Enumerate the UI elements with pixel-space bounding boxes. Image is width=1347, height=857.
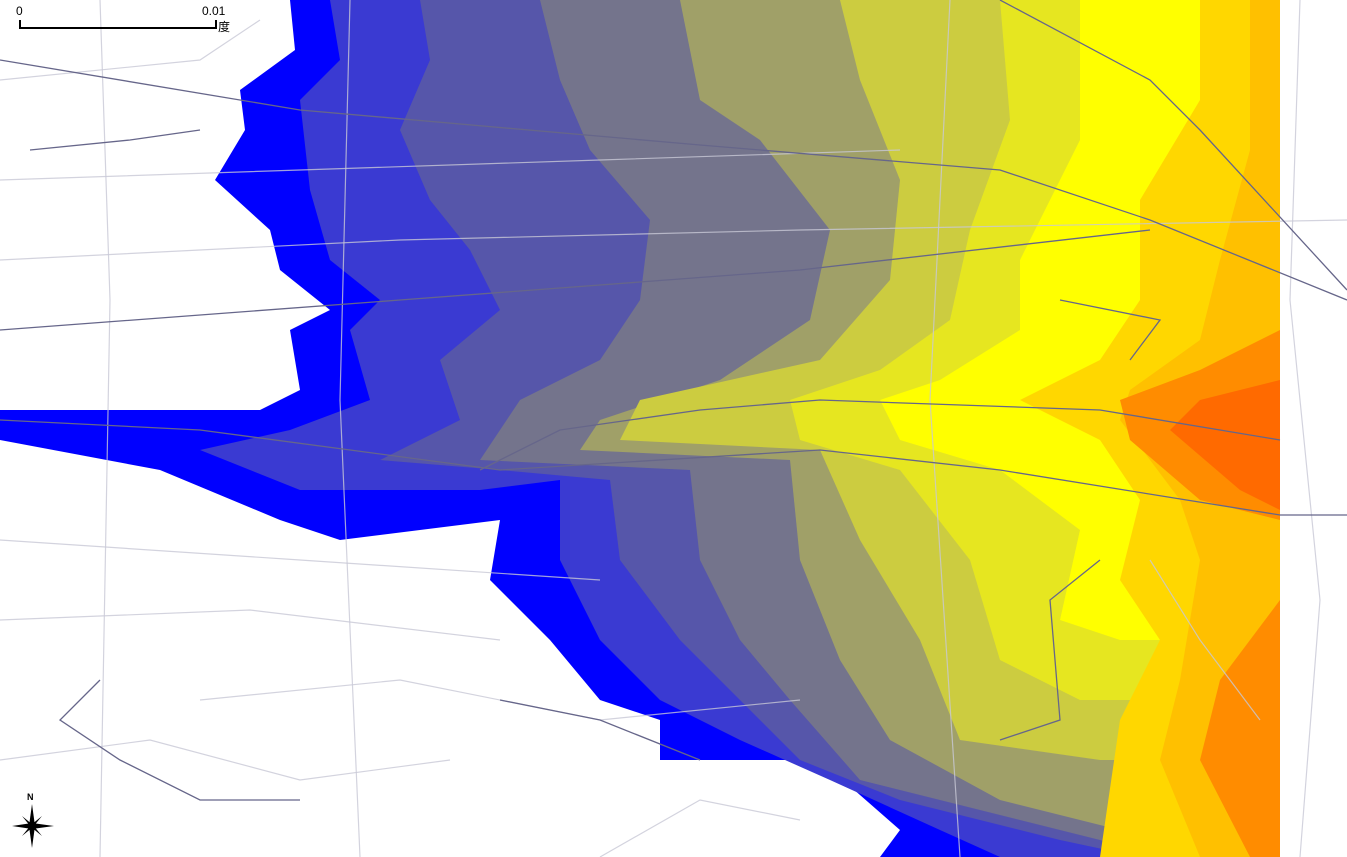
major-road: [29, 129, 201, 151]
raster-layer: [0, 0, 1280, 857]
minor-road: [99, 0, 111, 857]
compass-star-icon: [12, 804, 54, 848]
minor-road: [0, 19, 261, 81]
major-road: [999, 559, 1101, 741]
scale-start-label: 0: [16, 4, 23, 18]
major-road: [0, 59, 1347, 301]
major-road: [0, 229, 1151, 331]
north-arrow: N: [10, 792, 56, 852]
scale-unit-label: 度: [218, 20, 231, 34]
north-label: N: [27, 792, 34, 802]
minor-road: [1289, 0, 1321, 857]
major-road: [0, 419, 1347, 516]
scale-end-label: 0.01: [202, 4, 226, 18]
minor-road: [339, 0, 361, 857]
major-road: [999, 0, 1347, 291]
minor-road: [0, 739, 451, 781]
minor-road: [0, 219, 1347, 261]
minor-road: [1149, 559, 1261, 721]
minor-road: [0, 539, 601, 581]
major-road: [58, 679, 300, 801]
scale-bar: 0 0.01 度: [14, 4, 244, 34]
minor-road: [0, 609, 501, 641]
raster-band-11: [1200, 600, 1280, 857]
major-road: [1059, 299, 1162, 361]
major-road: [479, 399, 1281, 471]
scale-bar-line: [19, 20, 217, 29]
minor-road: [0, 149, 901, 181]
major-road: [499, 699, 701, 761]
raster-band-12: [1170, 380, 1280, 510]
minor-road: [599, 799, 801, 857]
minor-road: [929, 0, 961, 857]
